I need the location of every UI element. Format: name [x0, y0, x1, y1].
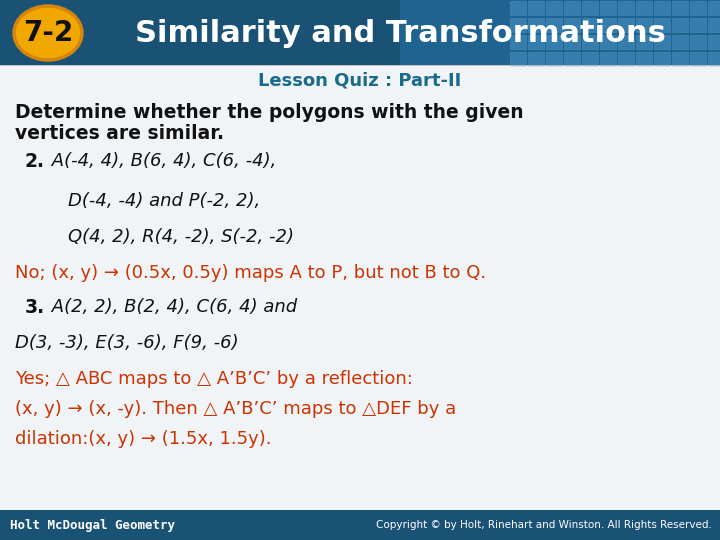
Bar — [564, 52, 580, 66]
Bar — [654, 52, 670, 66]
Bar — [546, 35, 562, 49]
Bar — [690, 1, 706, 15]
Bar — [564, 18, 580, 32]
Bar — [510, 52, 526, 66]
Bar — [0, 0, 720, 65]
Bar — [510, 18, 526, 32]
Bar — [708, 18, 720, 32]
Bar — [510, 1, 526, 15]
Bar — [528, 35, 544, 49]
Text: No; (x, y) → (0.5x, 0.5y) maps A to P, but not B to Q.: No; (x, y) → (0.5x, 0.5y) maps A to P, b… — [15, 264, 486, 282]
Text: Yes; △ ABC maps to △ A’B’C’ by a reflection:: Yes; △ ABC maps to △ A’B’C’ by a reflect… — [15, 370, 413, 388]
Bar — [618, 1, 634, 15]
Bar — [618, 52, 634, 66]
Bar — [636, 18, 652, 32]
Bar — [636, 1, 652, 15]
Text: (x, y) → (x, -y). Then △ A’B’C’ maps to △DEF by a: (x, y) → (x, -y). Then △ A’B’C’ maps to … — [15, 400, 456, 418]
Bar — [690, 35, 706, 49]
Text: Similarity and Transformations: Similarity and Transformations — [135, 18, 665, 48]
Bar — [0, 510, 720, 540]
Bar — [528, 18, 544, 32]
Bar — [618, 18, 634, 32]
Text: dilation:(x, y) → (1.5x, 1.5y).: dilation:(x, y) → (1.5x, 1.5y). — [15, 430, 271, 448]
Bar — [546, 52, 562, 66]
Text: A(2, 2), B(2, 4), C(6, 4) and: A(2, 2), B(2, 4), C(6, 4) and — [46, 298, 297, 316]
Bar — [690, 52, 706, 66]
Text: vertices are similar.: vertices are similar. — [15, 124, 224, 143]
Bar — [582, 18, 598, 32]
Text: Lesson Quiz : Part-II: Lesson Quiz : Part-II — [258, 71, 462, 89]
Text: 7-2: 7-2 — [23, 19, 73, 47]
Bar — [600, 52, 616, 66]
Bar — [636, 35, 652, 49]
Text: Copyright © by Holt, Rinehart and Winston. All Rights Reserved.: Copyright © by Holt, Rinehart and Winsto… — [376, 520, 712, 530]
Bar — [672, 35, 688, 49]
Bar — [618, 35, 634, 49]
Bar — [582, 35, 598, 49]
Bar — [708, 1, 720, 15]
Bar — [582, 52, 598, 66]
Bar — [600, 1, 616, 15]
Bar — [672, 52, 688, 66]
Bar — [654, 1, 670, 15]
Bar — [400, 0, 720, 65]
Bar — [528, 52, 544, 66]
Text: A(-4, 4), B(6, 4), C(6, -4),: A(-4, 4), B(6, 4), C(6, -4), — [46, 152, 276, 170]
Text: Q(4, 2), R(4, -2), S(-2, -2): Q(4, 2), R(4, -2), S(-2, -2) — [68, 228, 294, 246]
Bar — [546, 1, 562, 15]
Bar — [636, 52, 652, 66]
Bar — [546, 18, 562, 32]
Bar — [600, 18, 616, 32]
Ellipse shape — [14, 6, 82, 60]
Bar — [510, 35, 526, 49]
Text: Holt McDougal Geometry: Holt McDougal Geometry — [10, 518, 175, 531]
Text: D(3, -3), E(3, -6), F(9, -6): D(3, -3), E(3, -6), F(9, -6) — [15, 334, 238, 352]
Text: 3.: 3. — [25, 298, 45, 317]
Bar — [672, 1, 688, 15]
Bar — [564, 1, 580, 15]
Bar — [528, 1, 544, 15]
Bar — [654, 35, 670, 49]
Bar — [654, 18, 670, 32]
Bar — [564, 35, 580, 49]
Text: Determine whether the polygons with the given: Determine whether the polygons with the … — [15, 103, 523, 122]
Bar — [708, 35, 720, 49]
Bar — [600, 35, 616, 49]
Bar — [582, 1, 598, 15]
Text: D(-4, -4) and P(-2, 2),: D(-4, -4) and P(-2, 2), — [68, 192, 260, 210]
Bar — [708, 52, 720, 66]
Bar — [690, 18, 706, 32]
Bar — [672, 18, 688, 32]
Text: 2.: 2. — [25, 152, 45, 171]
